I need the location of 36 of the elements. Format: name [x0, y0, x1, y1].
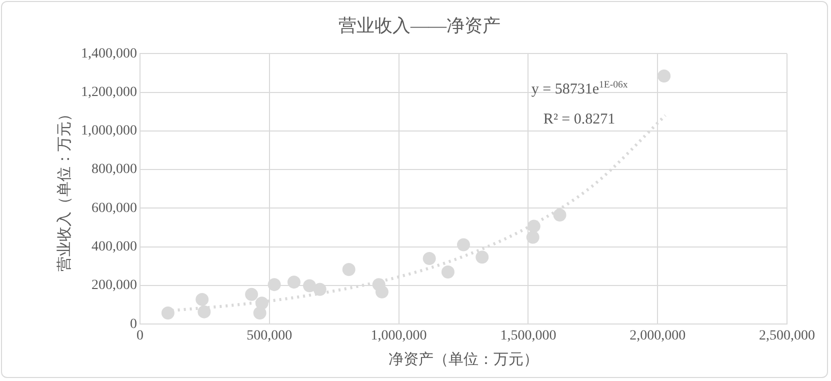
y-axis-title: 营业收入（单位：万元）	[56, 106, 73, 272]
point	[245, 288, 258, 301]
point	[196, 292, 209, 306]
x-tick-label: 2,000,000	[630, 328, 686, 344]
annotation: R² = 0.8271	[543, 112, 616, 128]
point	[342, 263, 356, 276]
point	[161, 306, 174, 320]
point	[303, 279, 316, 292]
y-tick-label: 1,400,000	[81, 46, 137, 62]
point	[268, 278, 281, 292]
point	[287, 276, 300, 289]
point	[457, 238, 470, 252]
y-tick-label: 0	[130, 316, 137, 332]
point	[658, 70, 671, 83]
x-tick-label: 1,500,000	[500, 328, 556, 344]
x-tick-label: 500,000	[246, 328, 292, 344]
point	[313, 282, 326, 296]
y-tick-label: 1,200,000	[81, 84, 137, 100]
x-axis-title: 净资产（单位：万元）	[388, 350, 538, 368]
point	[198, 305, 211, 318]
point	[476, 250, 489, 264]
chart-title: 营业收入——净资产	[338, 16, 500, 36]
point	[527, 220, 540, 233]
point	[553, 208, 566, 222]
y-tick-label: 400,000	[92, 240, 137, 255]
y-tick-label: 1,000,000	[81, 124, 137, 139]
y-tick-label: 200,000	[92, 278, 137, 294]
point	[526, 230, 540, 244]
point	[422, 252, 436, 265]
y-tick-label: 800,000	[92, 162, 137, 178]
x-tick-label: 2,500,000	[759, 328, 815, 344]
x-tick-label: 1,000,000	[370, 328, 427, 344]
point	[375, 285, 388, 298]
point	[253, 306, 266, 320]
y-tick-label: 600,000	[92, 200, 137, 216]
point	[441, 266, 454, 279]
